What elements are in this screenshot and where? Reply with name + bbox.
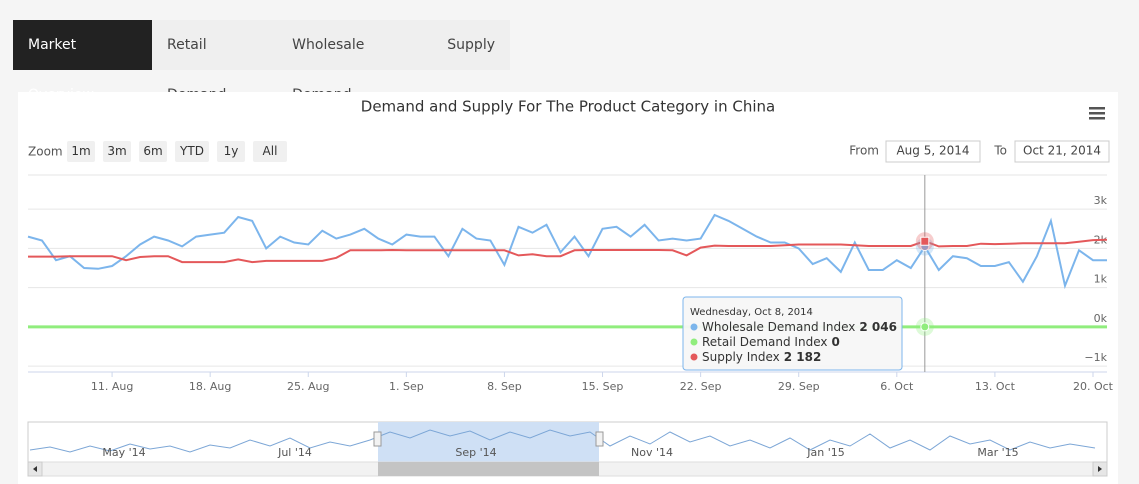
zoom-button[interactable]: [139, 141, 167, 162]
navigator-handle[interactable]: [373, 431, 382, 447]
x-tick-label: 22. Sep: [680, 380, 722, 393]
zoom-button[interactable]: [67, 141, 95, 162]
navigator-series: [29, 429, 1096, 453]
menu-icon[interactable]: [1089, 107, 1105, 120]
tooltip-row: Wholesale Demand Index 2 046: [702, 320, 897, 334]
navigator-label: Mar '15: [977, 446, 1018, 459]
to-input[interactable]: [1014, 140, 1110, 163]
chart-title: Demand and Supply For The Product Catego…: [361, 98, 775, 116]
y-tick-label: 3k: [1094, 194, 1108, 207]
tooltip-row: Supply Index 2 182: [702, 350, 821, 364]
zoom-button[interactable]: [253, 141, 287, 162]
tooltip-bullet: [690, 353, 698, 361]
tooltip-series-name: Wholesale Demand Index: [702, 320, 855, 334]
zoom-button[interactable]: [217, 141, 245, 162]
navigator-label: May '14: [102, 446, 145, 459]
series-line: [27, 213, 1107, 290]
from-label: From: [849, 144, 879, 158]
tab[interactable]: Supply: [447, 37, 495, 53]
tooltip-box: [682, 296, 903, 371]
tooltip-value: 0: [831, 335, 839, 349]
arrow: [33, 466, 37, 472]
y-tick-label: 0k: [1094, 312, 1108, 325]
tab[interactable]: Retail Demand: [167, 37, 227, 103]
x-tick-label: 20. Oct: [1073, 380, 1114, 393]
tab[interactable]: Wholesale Demand: [292, 37, 365, 103]
zoom-button[interactable]: [103, 141, 131, 162]
y-tick-label: −1k: [1084, 351, 1107, 364]
zoom-button-label: 1y: [224, 144, 239, 158]
x-tick-label: 29. Sep: [778, 380, 820, 393]
zoom-button[interactable]: [175, 141, 209, 162]
zoom-label: Zoom: [28, 145, 63, 159]
zoom-button-label: 1m: [71, 144, 90, 158]
x-tick-label: 13. Oct: [975, 380, 1016, 393]
tooltip-bullet: [690, 323, 698, 331]
navigator-label: Jul '14: [277, 446, 312, 459]
zoom-button-label: All: [263, 144, 278, 158]
tooltip-series-name: Supply Index: [702, 350, 780, 364]
tab-bar: Market Overview Retail Demand Wholesale …: [13, 20, 510, 103]
navigator-label: Sep '14: [455, 446, 496, 459]
y-tick-label: 1k: [1094, 273, 1108, 286]
tab[interactable]: Market Overview: [13, 20, 153, 103]
navigator-label: Jan '15: [806, 446, 844, 459]
zoom-button-label: 6m: [143, 144, 162, 158]
zoom-button-label: YTD: [179, 144, 204, 158]
navigator-handle[interactable]: [595, 431, 604, 447]
x-tick-label: 15. Sep: [582, 380, 624, 393]
x-tick-label: 6. Oct: [880, 380, 914, 393]
x-tick-label: 1. Sep: [389, 380, 424, 393]
tooltip-value: 2 182: [784, 350, 822, 364]
tooltip-series-name: Retail Demand Index: [702, 335, 827, 349]
to-value: Oct 21, 2014: [1023, 144, 1101, 158]
to-label: To: [993, 144, 1007, 158]
x-tick-label: 18. Aug: [189, 380, 231, 393]
from-value: Aug 5, 2014: [896, 144, 969, 158]
from-input[interactable]: [885, 140, 981, 163]
tooltip-bullet: [690, 338, 698, 346]
x-tick-label: 8. Sep: [487, 380, 522, 393]
navigator-range[interactable]: [378, 422, 599, 462]
chart: Demand and Supply For The Product Catego…: [18, 92, 1118, 484]
arrow: [1098, 466, 1102, 472]
tooltip-row: Retail Demand Index 0: [702, 335, 840, 349]
navigator-label: Nov '14: [631, 446, 673, 459]
tooltip-value: 2 046: [859, 320, 897, 334]
hover-marker: [920, 322, 930, 332]
x-tick-label: 25. Aug: [287, 380, 329, 393]
hover-marker: [920, 236, 930, 246]
zoom-button-label: 3m: [107, 144, 126, 158]
x-tick-label: 11. Aug: [91, 380, 133, 393]
scrollbar-thumb[interactable]: [378, 462, 599, 476]
tooltip-header: Wednesday, Oct 8, 2014: [690, 307, 813, 318]
